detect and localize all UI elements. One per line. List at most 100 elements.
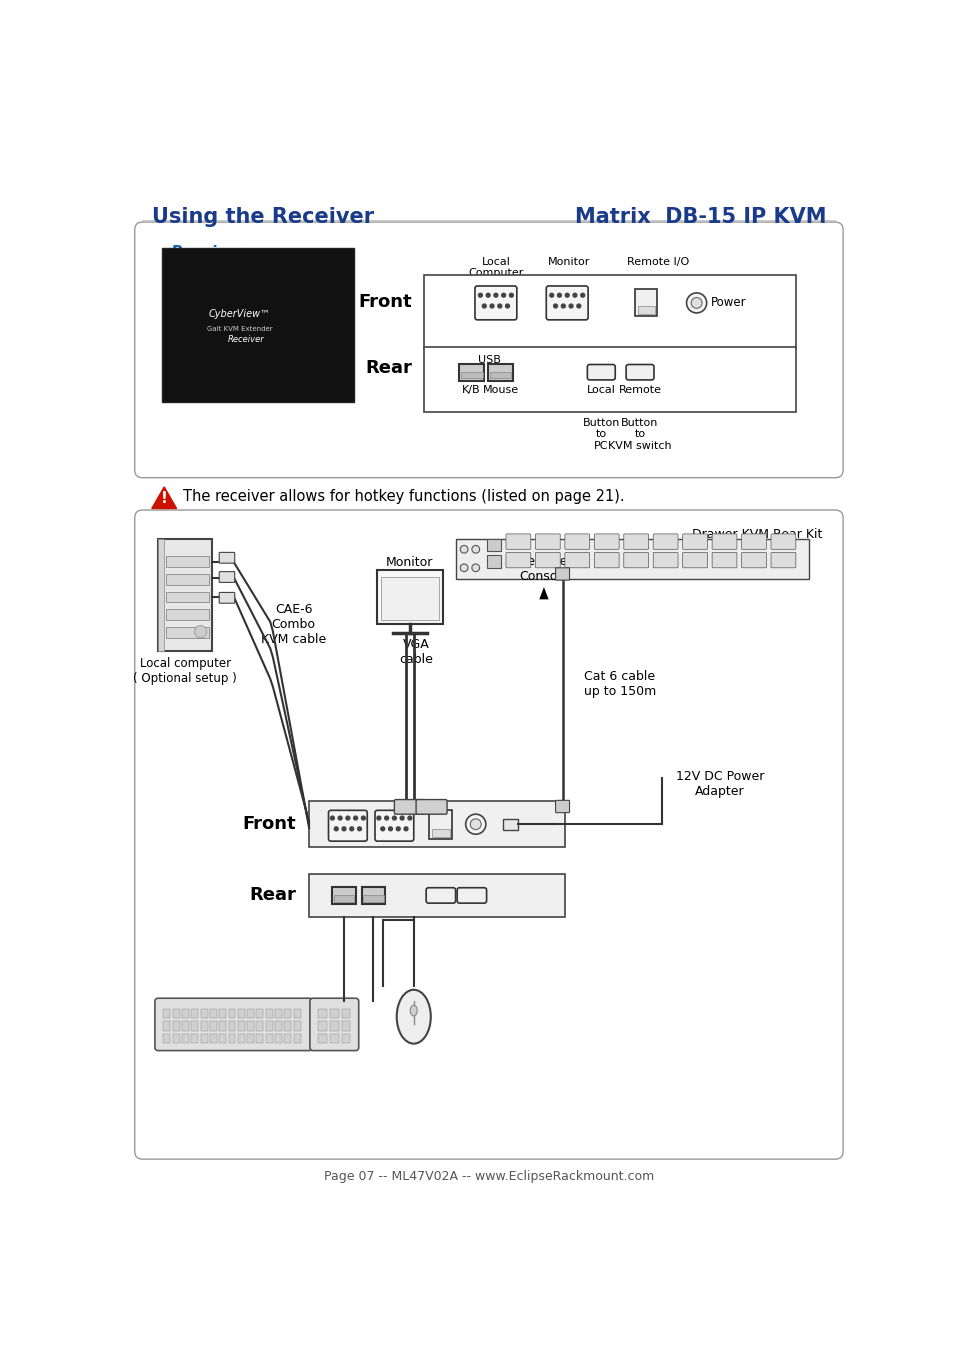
Circle shape: [346, 817, 350, 819]
FancyBboxPatch shape: [134, 221, 842, 478]
Circle shape: [686, 293, 706, 313]
Bar: [376, 570, 442, 624]
Bar: [219, 1008, 226, 1018]
Bar: [192, 1008, 198, 1018]
Circle shape: [490, 304, 494, 308]
Bar: [318, 1008, 327, 1018]
Bar: [318, 1022, 327, 1030]
Bar: [166, 591, 209, 602]
Circle shape: [691, 297, 701, 308]
Circle shape: [399, 817, 404, 819]
Bar: [294, 1022, 300, 1030]
Polygon shape: [538, 587, 548, 599]
Circle shape: [392, 817, 395, 819]
Bar: [256, 1022, 263, 1030]
Bar: [380, 576, 438, 620]
Bar: [210, 1008, 216, 1018]
FancyBboxPatch shape: [546, 286, 587, 320]
Bar: [166, 609, 209, 620]
Bar: [166, 628, 209, 637]
Text: Button
to
PC: Button to PC: [582, 417, 619, 451]
Bar: [309, 875, 564, 917]
Bar: [166, 574, 209, 585]
Circle shape: [408, 817, 412, 819]
Bar: [637, 306, 654, 315]
Text: Local
Computer: Local Computer: [468, 256, 523, 278]
Bar: [256, 1034, 263, 1044]
Circle shape: [459, 564, 468, 571]
Bar: [459, 363, 484, 381]
Text: USB: USB: [477, 355, 500, 364]
FancyBboxPatch shape: [219, 571, 234, 582]
Text: CyberView™: CyberView™: [208, 309, 270, 319]
Bar: [237, 1008, 245, 1018]
Circle shape: [509, 293, 513, 297]
Circle shape: [478, 293, 482, 297]
Circle shape: [470, 819, 480, 830]
FancyBboxPatch shape: [711, 552, 736, 568]
Text: Power: Power: [710, 297, 745, 309]
Text: Mouse: Mouse: [482, 385, 518, 396]
Bar: [200, 1022, 208, 1030]
Bar: [274, 1034, 282, 1044]
Bar: [200, 1008, 208, 1018]
Bar: [182, 1008, 189, 1018]
Circle shape: [342, 828, 346, 830]
Bar: [163, 1008, 171, 1018]
FancyBboxPatch shape: [682, 533, 707, 549]
FancyBboxPatch shape: [564, 552, 589, 568]
FancyBboxPatch shape: [555, 801, 569, 813]
Bar: [487, 555, 500, 568]
Circle shape: [334, 828, 337, 830]
FancyBboxPatch shape: [711, 533, 736, 549]
Bar: [460, 373, 482, 378]
Text: Local computer
( Optional setup ): Local computer ( Optional setup ): [133, 657, 236, 684]
Circle shape: [497, 304, 501, 308]
Bar: [182, 1022, 189, 1030]
Bar: [431, 829, 450, 837]
Circle shape: [465, 814, 485, 834]
Text: Receiver: Receiver: [228, 335, 264, 344]
Circle shape: [330, 817, 334, 819]
Text: Remote
Console: Remote Console: [518, 555, 568, 583]
Text: Rear: Rear: [249, 887, 295, 905]
Circle shape: [376, 817, 380, 819]
Bar: [192, 1034, 198, 1044]
Bar: [163, 1034, 171, 1044]
FancyBboxPatch shape: [770, 533, 795, 549]
FancyBboxPatch shape: [328, 810, 367, 841]
Text: 12V DC Power
Adapter: 12V DC Power Adapter: [675, 771, 763, 798]
Circle shape: [388, 828, 392, 830]
Bar: [309, 801, 564, 848]
Circle shape: [565, 293, 569, 297]
Bar: [192, 1022, 198, 1030]
Bar: [330, 1008, 338, 1018]
Bar: [162, 248, 354, 402]
Bar: [229, 1008, 235, 1018]
Polygon shape: [152, 487, 176, 509]
Text: The receiver allows for hotkey functions (listed on page 21).: The receiver allows for hotkey functions…: [183, 490, 624, 505]
Bar: [502, 819, 517, 830]
Circle shape: [459, 545, 468, 554]
Text: Monitor: Monitor: [386, 556, 433, 568]
Text: Front: Front: [242, 815, 295, 833]
FancyBboxPatch shape: [594, 552, 618, 568]
Bar: [341, 1034, 350, 1044]
Bar: [237, 1034, 245, 1044]
Bar: [284, 1008, 291, 1018]
Bar: [284, 1022, 291, 1030]
Circle shape: [384, 817, 388, 819]
Bar: [158, 539, 212, 651]
Bar: [334, 895, 354, 902]
Bar: [294, 1008, 300, 1018]
Bar: [247, 1034, 253, 1044]
Circle shape: [501, 293, 505, 297]
Circle shape: [361, 817, 365, 819]
FancyBboxPatch shape: [623, 552, 648, 568]
FancyBboxPatch shape: [505, 552, 530, 568]
FancyBboxPatch shape: [310, 998, 358, 1050]
Circle shape: [350, 828, 354, 830]
Bar: [429, 810, 452, 838]
Circle shape: [472, 545, 479, 554]
FancyBboxPatch shape: [134, 510, 842, 1160]
